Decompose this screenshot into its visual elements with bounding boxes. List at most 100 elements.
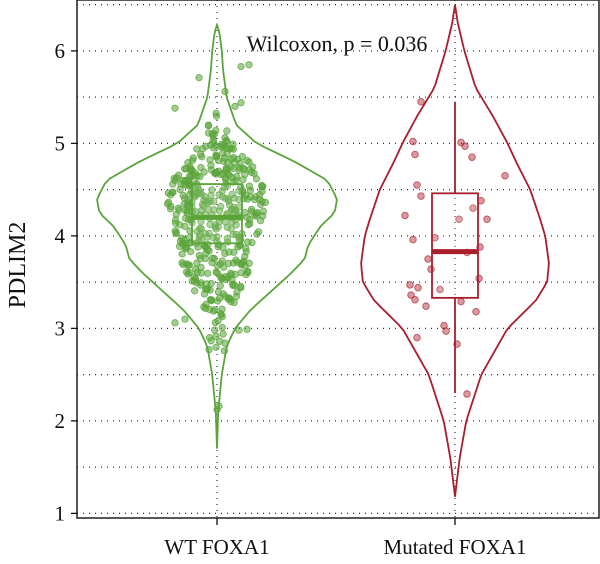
data-point — [483, 215, 491, 223]
data-point — [202, 142, 210, 150]
data-point — [409, 137, 417, 146]
data-point — [204, 269, 212, 277]
data-point — [228, 280, 237, 288]
data-point — [422, 302, 430, 310]
data-point — [216, 282, 224, 290]
y-tick-label: 5 — [55, 131, 66, 155]
data-point — [197, 263, 205, 272]
outlier-point — [195, 74, 203, 82]
data-point — [238, 258, 247, 267]
data-point — [219, 330, 227, 338]
data-point — [208, 186, 216, 194]
data-point — [196, 254, 205, 263]
data-point — [245, 259, 253, 267]
data-point — [193, 172, 201, 180]
data-point — [240, 165, 248, 173]
data-point — [208, 254, 217, 262]
data-point — [225, 171, 233, 179]
data-point — [224, 295, 233, 303]
data-point — [185, 215, 193, 224]
data-point — [243, 267, 252, 275]
y-tick-label: 3 — [55, 316, 66, 340]
data-point — [211, 318, 219, 327]
outlier-point — [243, 325, 251, 333]
plot-background — [77, 0, 599, 518]
data-point — [174, 171, 183, 179]
data-point — [243, 156, 251, 165]
data-point — [457, 297, 465, 306]
data-point — [411, 295, 419, 304]
data-point — [241, 252, 249, 261]
data-point — [172, 219, 180, 227]
data-point — [417, 97, 425, 106]
data-point — [248, 238, 256, 247]
data-point — [501, 171, 509, 180]
data-point — [163, 200, 172, 208]
data-point — [232, 230, 240, 239]
data-point — [220, 154, 229, 162]
data-point — [413, 333, 421, 342]
violin-outline — [360, 4, 550, 497]
outlier-point — [235, 326, 243, 334]
data-point — [229, 164, 238, 173]
data-point — [210, 326, 219, 334]
data-point — [243, 195, 252, 203]
data-point — [232, 221, 240, 229]
data-point — [227, 205, 236, 214]
data-point — [210, 206, 218, 214]
data-point — [190, 273, 198, 281]
data-point — [211, 306, 219, 314]
y-tick-label: 4 — [55, 224, 66, 248]
outlier-point — [215, 402, 223, 410]
data-point — [220, 347, 229, 355]
data-point — [232, 176, 240, 185]
data-point — [193, 145, 201, 153]
y-tick-label: 1 — [55, 501, 66, 525]
data-point — [254, 228, 263, 236]
data-point — [178, 234, 186, 242]
data-point — [201, 285, 210, 293]
data-point — [184, 261, 192, 269]
outlier-point — [245, 61, 253, 69]
box-rectangle — [191, 183, 243, 245]
outlier-point — [237, 99, 245, 107]
data-point — [258, 181, 266, 190]
annotation-label: Wilcoxon, p = 0.036 — [247, 31, 428, 56]
data-point — [472, 307, 480, 316]
data-point — [244, 220, 253, 229]
data-point — [468, 153, 476, 161]
data-point — [243, 213, 251, 222]
data-point — [258, 198, 266, 206]
data-point — [218, 323, 226, 332]
y-tick-label: 6 — [55, 39, 66, 63]
outlier-point — [171, 104, 179, 112]
data-point — [220, 263, 228, 271]
data-point — [190, 287, 199, 295]
data-point — [407, 291, 415, 299]
data-point — [193, 227, 201, 236]
data-point — [181, 222, 189, 231]
box-rectangle — [431, 192, 479, 299]
data-point — [200, 168, 208, 176]
data-point — [237, 282, 245, 291]
data-point — [251, 196, 259, 204]
data-point — [228, 190, 236, 198]
data-point — [169, 180, 177, 188]
data-point — [461, 142, 469, 150]
data-point — [219, 290, 227, 298]
data-point — [469, 204, 477, 212]
outlier-point — [181, 315, 189, 323]
data-point — [217, 202, 225, 211]
data-point — [197, 150, 205, 159]
data-point — [212, 112, 221, 120]
data-point — [455, 215, 463, 223]
data-point — [206, 295, 215, 304]
data-point — [239, 176, 247, 184]
data-point — [205, 247, 213, 255]
data-point — [182, 268, 191, 276]
violin-layer — [96, 4, 550, 497]
data-point — [406, 281, 414, 289]
data-point — [207, 279, 215, 288]
data-point — [167, 191, 175, 199]
